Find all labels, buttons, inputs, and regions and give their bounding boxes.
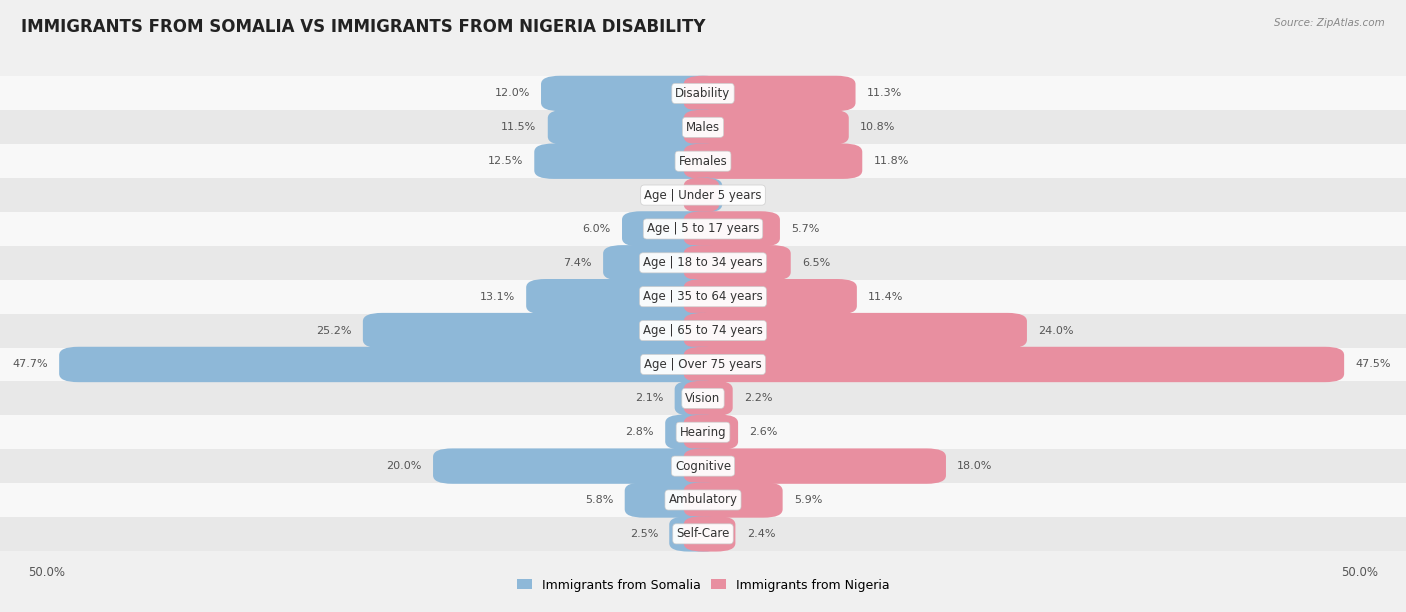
Bar [0,381,1406,416]
Text: 18.0%: 18.0% [957,461,993,471]
Bar [0,144,1406,178]
FancyBboxPatch shape [683,482,783,518]
Text: Hearing: Hearing [679,426,727,439]
FancyBboxPatch shape [683,381,733,416]
Text: 6.5%: 6.5% [801,258,830,268]
Text: 12.5%: 12.5% [488,156,523,166]
FancyBboxPatch shape [665,414,723,450]
Text: 50.0%: 50.0% [28,565,65,579]
FancyBboxPatch shape [683,347,1344,382]
Text: 50.0%: 50.0% [1341,565,1378,579]
Text: 7.4%: 7.4% [564,258,592,268]
Bar [0,246,1406,280]
Text: 5.7%: 5.7% [792,224,820,234]
Text: 6.0%: 6.0% [582,224,610,234]
FancyBboxPatch shape [683,110,849,145]
FancyBboxPatch shape [683,313,1026,348]
FancyBboxPatch shape [433,449,723,484]
FancyBboxPatch shape [683,177,720,213]
FancyBboxPatch shape [675,381,723,416]
Text: 11.5%: 11.5% [502,122,537,132]
Text: 11.8%: 11.8% [873,156,908,166]
Text: Self-Care: Self-Care [676,528,730,540]
Bar [0,348,1406,381]
FancyBboxPatch shape [534,143,723,179]
FancyBboxPatch shape [59,347,723,382]
Text: 20.0%: 20.0% [387,461,422,471]
FancyBboxPatch shape [683,211,780,247]
FancyBboxPatch shape [548,110,723,145]
Bar [0,449,1406,483]
Bar [0,110,1406,144]
Text: Ambulatory: Ambulatory [668,493,738,507]
Text: 2.4%: 2.4% [747,529,775,539]
Text: 1.3%: 1.3% [645,190,675,200]
Text: 11.4%: 11.4% [868,292,904,302]
Text: Age | 65 to 74 years: Age | 65 to 74 years [643,324,763,337]
FancyBboxPatch shape [603,245,723,280]
Text: 13.1%: 13.1% [479,292,515,302]
Text: Vision: Vision [685,392,721,405]
FancyBboxPatch shape [683,279,856,315]
Legend: Immigrants from Somalia, Immigrants from Nigeria: Immigrants from Somalia, Immigrants from… [512,573,894,597]
FancyBboxPatch shape [683,76,855,111]
Text: Age | 35 to 64 years: Age | 35 to 64 years [643,290,763,303]
Text: 2.8%: 2.8% [626,427,654,437]
Text: 5.9%: 5.9% [794,495,823,505]
Bar [0,76,1406,110]
Text: 47.7%: 47.7% [13,359,48,370]
Bar [0,178,1406,212]
Text: Age | Over 75 years: Age | Over 75 years [644,358,762,371]
Text: Age | Under 5 years: Age | Under 5 years [644,188,762,201]
Bar [0,280,1406,314]
Bar [0,416,1406,449]
FancyBboxPatch shape [683,245,790,280]
Text: Cognitive: Cognitive [675,460,731,472]
FancyBboxPatch shape [683,414,738,450]
Text: Disability: Disability [675,87,731,100]
Text: 24.0%: 24.0% [1038,326,1074,335]
Bar [0,517,1406,551]
FancyBboxPatch shape [621,211,723,247]
Text: IMMIGRANTS FROM SOMALIA VS IMMIGRANTS FROM NIGERIA DISABILITY: IMMIGRANTS FROM SOMALIA VS IMMIGRANTS FR… [21,18,706,36]
Bar [0,212,1406,246]
FancyBboxPatch shape [669,516,723,551]
Text: 2.2%: 2.2% [744,394,772,403]
Text: 25.2%: 25.2% [316,326,352,335]
Text: Source: ZipAtlas.com: Source: ZipAtlas.com [1274,18,1385,28]
FancyBboxPatch shape [683,516,735,551]
Text: 2.6%: 2.6% [749,427,778,437]
FancyBboxPatch shape [363,313,723,348]
Text: Age | 18 to 34 years: Age | 18 to 34 years [643,256,763,269]
Text: 2.5%: 2.5% [630,529,658,539]
Text: 12.0%: 12.0% [495,89,530,99]
Text: Males: Males [686,121,720,134]
FancyBboxPatch shape [541,76,723,111]
FancyBboxPatch shape [683,143,862,179]
Text: 11.3%: 11.3% [866,89,903,99]
Text: 5.8%: 5.8% [585,495,613,505]
Text: 2.1%: 2.1% [636,394,664,403]
FancyBboxPatch shape [683,449,946,484]
Text: Females: Females [679,155,727,168]
Text: 10.8%: 10.8% [860,122,896,132]
FancyBboxPatch shape [624,482,723,518]
Bar [0,483,1406,517]
FancyBboxPatch shape [526,279,723,315]
Text: 1.2%: 1.2% [731,190,759,200]
FancyBboxPatch shape [686,177,723,213]
Text: 47.5%: 47.5% [1355,359,1391,370]
Bar [0,314,1406,348]
Text: Age | 5 to 17 years: Age | 5 to 17 years [647,222,759,236]
